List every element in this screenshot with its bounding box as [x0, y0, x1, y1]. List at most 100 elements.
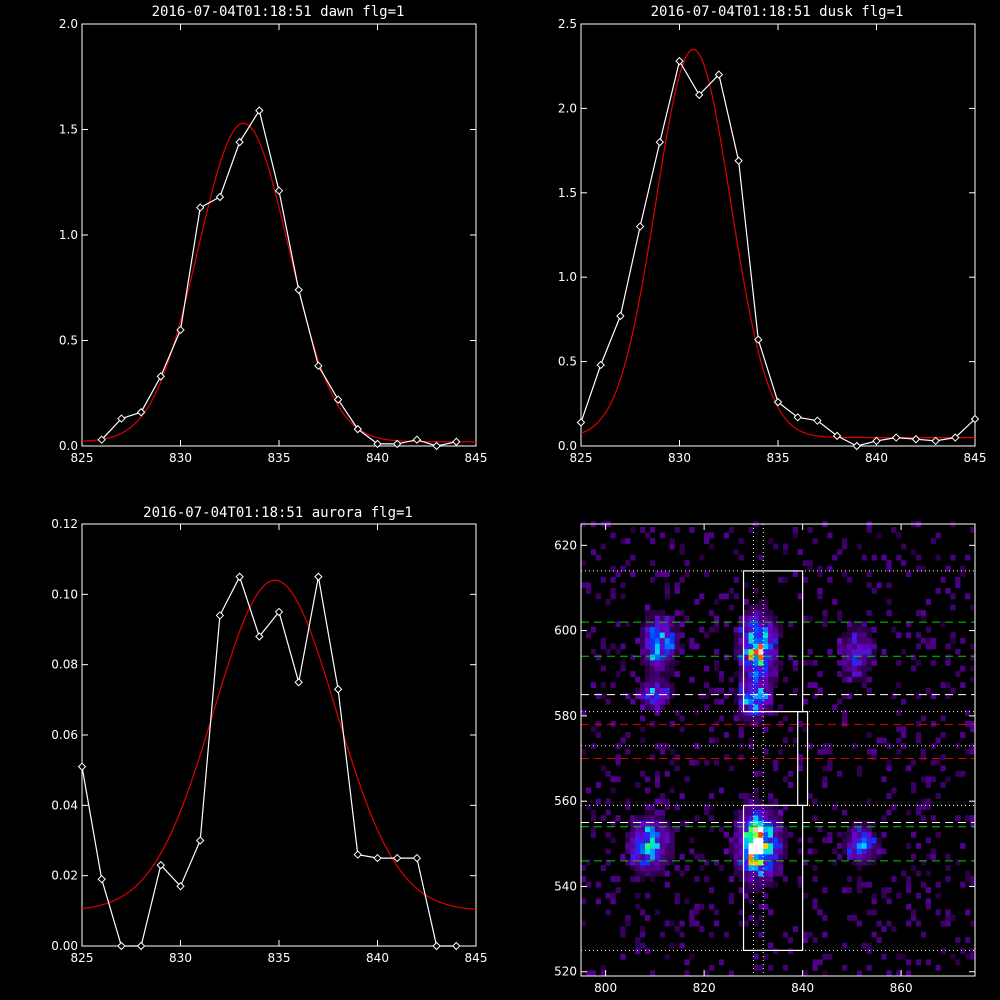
heatmap-cell — [635, 687, 641, 694]
heatmap-cell — [610, 588, 616, 594]
heatmap-cell — [709, 687, 715, 694]
heatmap-cell — [654, 709, 661, 716]
heatmap-cell — [590, 826, 597, 833]
heatmap-cell — [920, 615, 926, 622]
heatmap-cell — [837, 660, 843, 666]
heatmap-cell — [610, 593, 616, 600]
heatmap-cell — [950, 915, 956, 921]
heatmap-cell — [778, 632, 784, 639]
data-point — [97, 435, 106, 444]
heatmap-cell — [664, 676, 670, 683]
heatmap-cell — [753, 604, 759, 611]
heatmap-cell — [704, 693, 710, 700]
heatmap-cell — [960, 881, 966, 888]
heatmap-cell — [743, 881, 749, 888]
heatmap-cell — [837, 854, 843, 860]
heatmap-cell — [856, 770, 862, 777]
heatmap-cell — [842, 543, 848, 550]
heatmap-cell — [911, 759, 917, 766]
heatmap-cell — [768, 693, 774, 700]
heatmap-cell — [955, 770, 961, 777]
heatmap-cell — [645, 532, 651, 539]
heatmap-cell — [866, 732, 872, 738]
y-tick-label: 560 — [554, 794, 577, 808]
heatmap-cell — [970, 726, 976, 733]
heatmap-cell — [970, 881, 976, 888]
heatmap-cell — [881, 815, 887, 821]
heatmap-cell — [837, 643, 843, 650]
heatmap-cell — [753, 870, 759, 877]
heatmap-cell — [659, 743, 665, 749]
heatmap-cell — [861, 831, 867, 838]
heatmap-cell — [930, 693, 936, 700]
heatmap-cell — [645, 682, 651, 688]
heatmap-cell — [763, 870, 769, 877]
heatmap-cell — [782, 543, 789, 550]
heatmap-cell — [856, 854, 862, 860]
heatmap-cell — [640, 942, 646, 949]
heatmap-cell — [812, 876, 818, 882]
heatmap-cell — [654, 676, 661, 683]
heatmap-cell — [950, 593, 956, 600]
heatmap-cell — [669, 538, 675, 544]
heatmap-cell — [728, 876, 734, 882]
heatmap-cell — [753, 865, 759, 871]
heatmap-cell — [945, 776, 951, 783]
heatmap-cell — [768, 648, 774, 655]
heatmap-cell — [915, 737, 922, 744]
heatmap-cell — [738, 859, 744, 866]
heatmap-cell — [709, 543, 715, 550]
heatmap-cell — [704, 665, 710, 672]
heatmap-cell — [600, 543, 606, 550]
heatmap-cell — [758, 687, 764, 694]
heatmap-cell — [718, 826, 725, 833]
heatmap-cell — [866, 654, 872, 661]
heatmap-cell — [615, 648, 621, 655]
heatmap-cell — [851, 671, 858, 677]
heatmap-cell — [650, 804, 656, 810]
heatmap-cell — [758, 648, 764, 655]
heatmap-cell — [940, 765, 946, 772]
heatmap-cell — [866, 948, 872, 955]
heatmap-cell — [955, 959, 961, 966]
heatmap-cell — [896, 709, 902, 716]
heatmap-cell — [645, 604, 651, 611]
heatmap-cell — [866, 881, 872, 888]
heatmap-cell — [763, 676, 769, 683]
heatmap-cell — [970, 876, 976, 882]
heatmap-cell — [768, 654, 774, 661]
heatmap-cell — [797, 754, 803, 761]
heatmap-cell — [758, 854, 764, 860]
heatmap-cell — [743, 648, 749, 655]
heatmap-cell — [728, 970, 734, 977]
heatmap-cell — [856, 643, 862, 650]
heatmap-cell — [906, 809, 912, 816]
heatmap-cell — [753, 693, 759, 700]
heatmap-cell — [733, 859, 739, 866]
heatmap-cell — [640, 632, 646, 639]
heatmap-cell — [802, 698, 808, 705]
x-tick-label: 840 — [366, 951, 389, 965]
heatmap-cell — [664, 571, 670, 578]
heatmap-cell — [832, 704, 838, 711]
heatmap-cell — [659, 632, 665, 639]
heatmap-cell — [773, 637, 779, 644]
heatmap-cell — [881, 887, 887, 894]
heatmap-cell — [773, 626, 779, 633]
heatmap-cell — [886, 920, 892, 927]
heatmap-cell — [763, 637, 769, 644]
heatmap-cell — [896, 532, 902, 539]
heatmap-cell — [847, 831, 853, 838]
heatmap-cell — [807, 682, 813, 688]
heatmap-cell — [704, 532, 710, 539]
x-tick-label: 820 — [693, 981, 716, 995]
heatmap-cell — [768, 881, 774, 888]
data-point — [852, 441, 862, 451]
heatmap-cell — [654, 870, 661, 877]
heatmap-cell — [861, 632, 867, 639]
heatmap-cell — [684, 959, 690, 966]
heatmap-cell — [861, 881, 867, 888]
heatmap-cell — [650, 621, 656, 627]
heatmap-cell — [650, 643, 656, 650]
heatmap-cell — [714, 920, 720, 927]
